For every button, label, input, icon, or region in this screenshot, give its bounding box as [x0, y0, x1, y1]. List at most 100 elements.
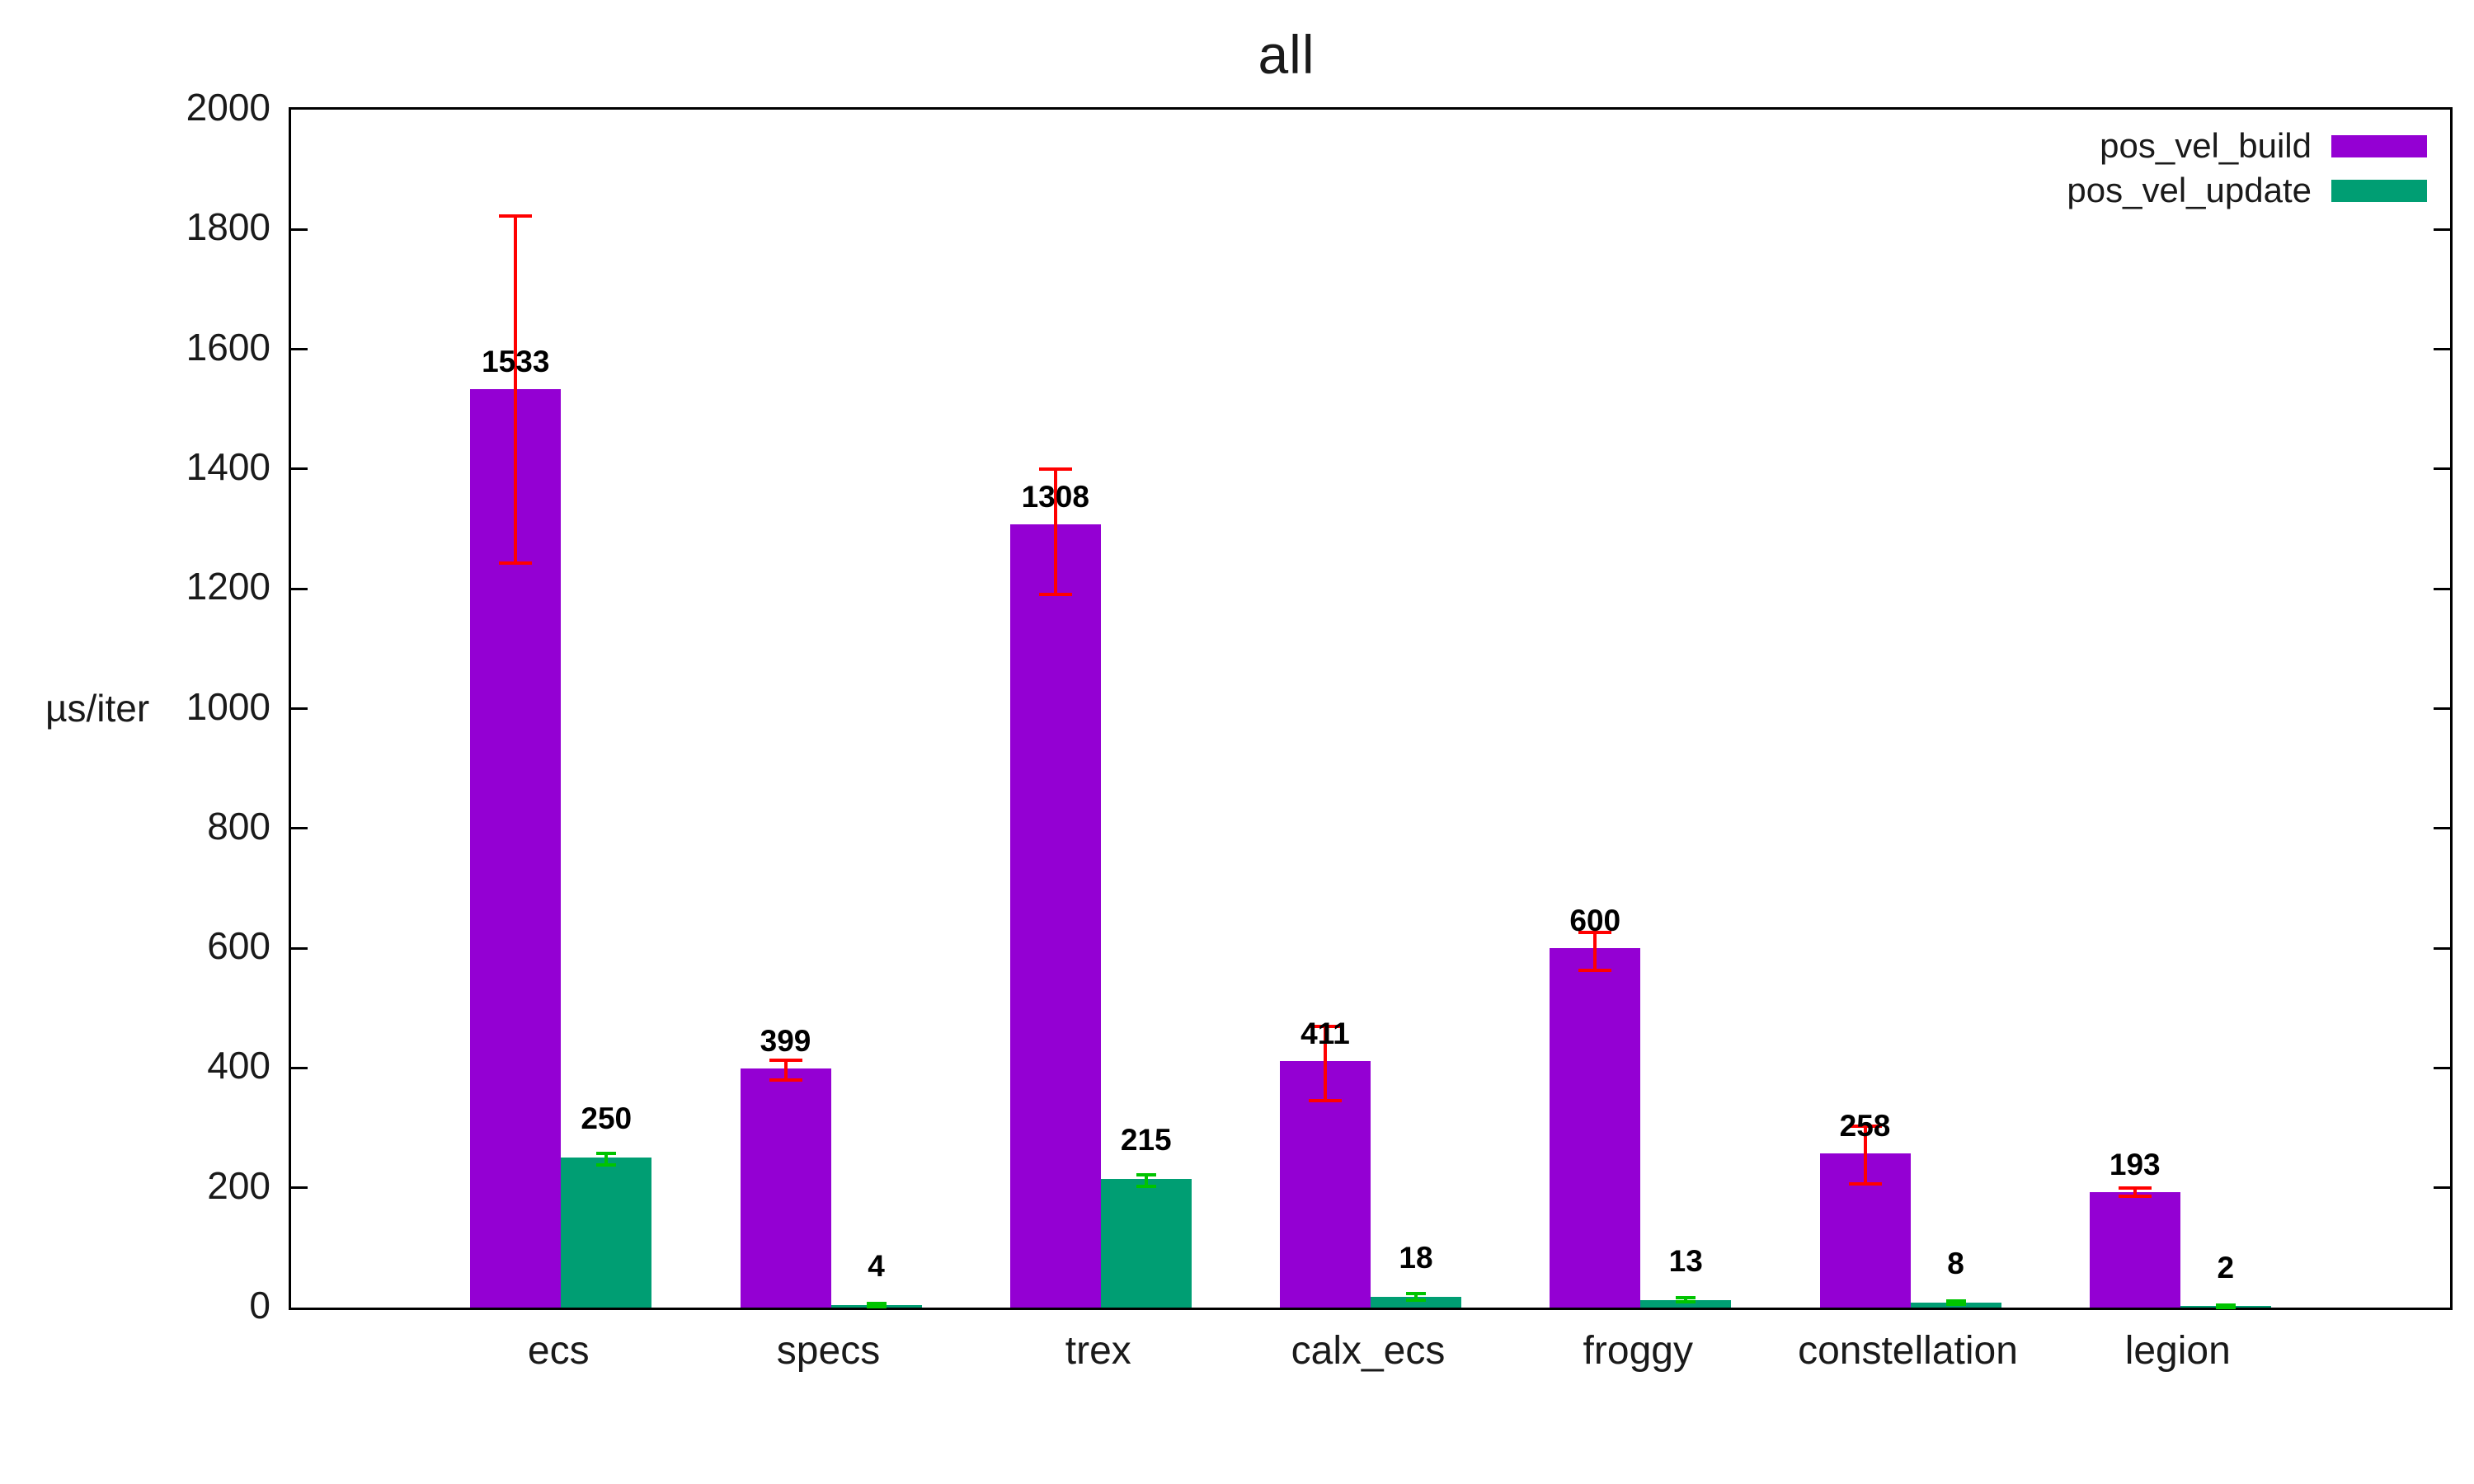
bar-value-label: 13	[1668, 1243, 1703, 1278]
error-bar-cap	[1309, 1099, 1342, 1103]
error-bar-cap	[1038, 593, 1072, 597]
error-bar-cap	[769, 1058, 802, 1062]
error-bar-pos_vel_update-trex	[1144, 1174, 1148, 1187]
error-bar-cap	[499, 214, 533, 218]
bar-pos_vel_update-ecs	[561, 1158, 652, 1308]
legend-swatch-pos_vel_update	[2331, 179, 2427, 202]
error-bar-pos_vel_build-calx_ecs	[1324, 1026, 1327, 1101]
x-axis-label: froggy	[1583, 1329, 1693, 1373]
x-axis-label: constellation	[1798, 1329, 2018, 1373]
error-bar-cap	[769, 1078, 802, 1082]
error-bar-pos_vel_build-constellation	[1863, 1125, 1867, 1185]
bar-value-label: 258	[1839, 1108, 1891, 1143]
y-tick-label: 600	[207, 924, 270, 968]
y-tick-label: 1000	[186, 684, 270, 728]
error-bar-cap	[1406, 1292, 1426, 1296]
bar-value-label: 215	[1120, 1122, 1172, 1157]
bar-value-label: 18	[1399, 1240, 1433, 1275]
legend: pos_vel_build pos_vel_update	[2067, 126, 2427, 209]
error-bar-cap	[2215, 1306, 2236, 1309]
bar-value-label: 2	[2217, 1250, 2235, 1284]
error-bar-cap	[1309, 1024, 1342, 1028]
error-bar-cap	[596, 1163, 617, 1167]
error-bar-pos_vel_update-calx_ecs	[1414, 1294, 1418, 1300]
y-tick-mark	[2434, 348, 2450, 351]
y-tick-label: 1600	[186, 325, 270, 369]
bar-value-label: 4	[868, 1249, 885, 1284]
x-axis-label: ecs	[527, 1329, 590, 1373]
error-bar-pos_vel_build-ecs	[514, 215, 518, 563]
legend-swatch-pos_vel_build	[2331, 134, 2427, 157]
y-tick-mark	[291, 228, 308, 231]
error-bar-cap	[596, 1152, 617, 1156]
x-axis-label: calx_ecs	[1291, 1329, 1446, 1373]
error-bar-cap	[1848, 1182, 1882, 1186]
error-bar-cap	[499, 561, 533, 565]
error-bar-pos_vel_update-ecs	[604, 1153, 609, 1166]
y-tick-mark	[2434, 587, 2450, 590]
y-tick-mark	[291, 827, 308, 830]
y-tick-mark	[291, 348, 308, 351]
error-bar-pos_vel_update-froggy	[1684, 1297, 1688, 1303]
y-tick-mark	[2434, 827, 2450, 830]
y-tick-mark	[2434, 467, 2450, 471]
error-bar-cap	[1676, 1295, 1696, 1299]
bar-pos_vel_build-specs	[740, 1068, 831, 1308]
y-tick-mark	[2434, 707, 2450, 710]
bar-pos_vel_update-trex	[1100, 1178, 1192, 1308]
y-tick-mark	[2434, 228, 2450, 231]
y-tick-mark	[2434, 1066, 2450, 1069]
y-tick-mark	[291, 587, 308, 590]
y-tick-mark	[291, 1186, 308, 1190]
bar-value-label: 399	[760, 1024, 811, 1059]
legend-label: pos_vel_update	[2067, 171, 2312, 209]
x-axis-label: legion	[2124, 1329, 2231, 1373]
error-bar-cap	[2118, 1186, 2152, 1190]
error-bar-pos_vel_build-trex	[1053, 468, 1057, 595]
bar-value-label: 1308	[1021, 479, 1089, 514]
y-axis-unit-label: µs/iter	[45, 687, 150, 730]
legend-item-pos_vel_build: pos_vel_build	[2067, 126, 2427, 165]
error-bar-cap	[1406, 1298, 1426, 1302]
y-tick-label: 1400	[186, 444, 270, 488]
error-bar-pos_vel_build-froggy	[1593, 932, 1597, 970]
y-tick-mark	[291, 467, 308, 471]
legend-item-pos_vel_update: pos_vel_update	[2067, 171, 2427, 209]
bar-pos_vel_build-froggy	[1550, 948, 1641, 1308]
plot-area: pos_vel_build pos_vel_update 1533 399 1308 4…	[289, 107, 2453, 1310]
error-bar-cap	[866, 1301, 887, 1305]
bar-pos_vel_update-calx_ecs	[1371, 1296, 1461, 1308]
y-tick-mark	[291, 1066, 308, 1069]
y-tick-label: 1800	[186, 205, 270, 249]
error-bar-cap	[1136, 1172, 1156, 1176]
bar-pos_vel_build-trex	[1009, 524, 1101, 1308]
legend-label: pos_vel_build	[2100, 126, 2312, 165]
x-axis-label: trex	[1065, 1329, 1131, 1373]
error-bar-cap	[1848, 1124, 1882, 1128]
y-tick-mark	[291, 946, 308, 950]
y-tick-mark	[2434, 946, 2450, 950]
y-tick-label: 1200	[186, 565, 270, 608]
bar-value-label: 600	[1569, 904, 1621, 938]
error-bar-pos_vel_update-constellation	[1954, 1301, 1958, 1305]
bar-value-label: 250	[581, 1101, 633, 1136]
y-tick-label: 0	[249, 1284, 270, 1327]
error-bar-cap	[1136, 1185, 1156, 1189]
error-bar-pos_vel_update-specs	[874, 1303, 878, 1308]
y-tick-label: 200	[207, 1163, 270, 1207]
error-bar-pos_vel_build-specs	[783, 1059, 788, 1080]
error-bar-cap	[1038, 467, 1072, 471]
bar-value-label: 1533	[482, 345, 550, 379]
bar-value-label: 8	[1947, 1247, 1964, 1281]
bar-value-label: 411	[1300, 1017, 1350, 1051]
bar-pos_vel_build-legion	[2089, 1191, 2180, 1308]
error-bar-cap	[1578, 931, 1612, 935]
error-bar-cap	[2118, 1194, 2152, 1198]
error-bar-cap	[1578, 968, 1612, 972]
error-bar-cap	[1676, 1300, 1696, 1304]
error-bar-cap	[1945, 1303, 1966, 1307]
x-axis-label: specs	[776, 1329, 881, 1373]
bar-value-label: 193	[2109, 1147, 2161, 1181]
y-tick-mark	[2434, 1186, 2450, 1190]
